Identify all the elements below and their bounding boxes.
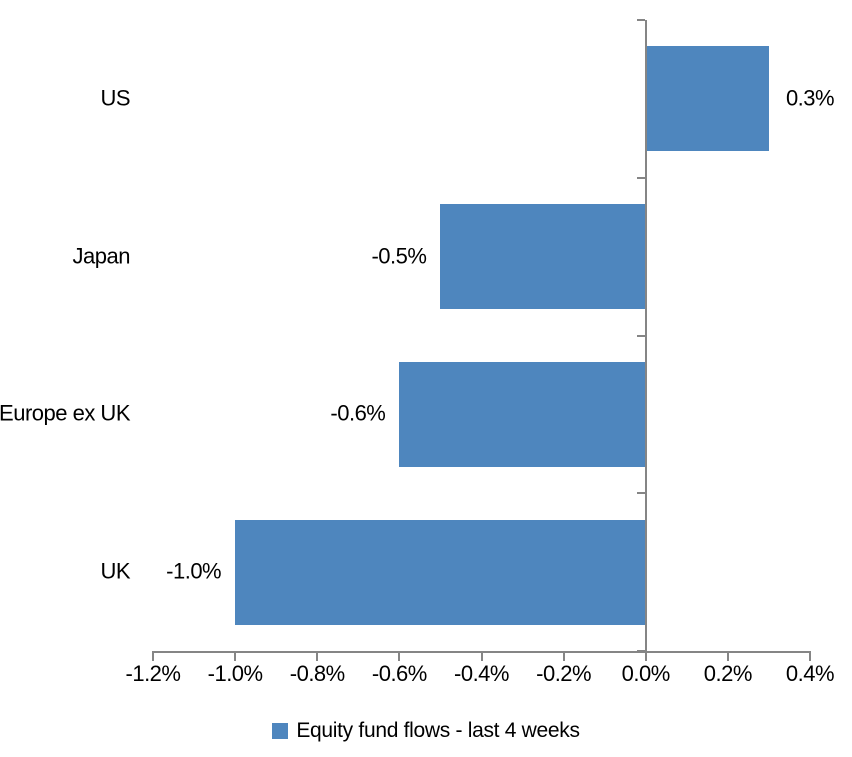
x-tick-label: -0.6% <box>371 661 427 686</box>
x-axis-tick <box>152 653 154 661</box>
bar-uk <box>235 519 646 625</box>
category-axis-tick <box>636 334 645 337</box>
x-axis-tick <box>480 653 483 661</box>
bar-us <box>645 46 769 152</box>
x-axis-tick <box>726 653 729 661</box>
x-tick-label: -1.2% <box>125 661 181 686</box>
x-tick-label: -0.2% <box>536 661 592 686</box>
x-axis-tick <box>644 653 647 661</box>
x-tick-label: 0.4% <box>785 661 835 686</box>
x-axis-tick <box>398 653 401 661</box>
value-label-us: 0.3% <box>785 85 835 111</box>
x-tick-label: 0.0% <box>621 661 671 686</box>
legend-swatch-icon <box>272 723 289 739</box>
category-label-uk: UK <box>100 558 130 584</box>
x-axis-line <box>152 651 811 653</box>
category-label-japan: Japan <box>72 243 131 269</box>
category-label-us: US <box>100 85 130 111</box>
x-tick-label: -0.4% <box>454 661 509 686</box>
bar-europe-ex-uk <box>399 361 646 467</box>
x-axis-tick <box>562 653 565 661</box>
x-axis-tick <box>809 653 811 661</box>
x-tick-label: 0.2% <box>703 661 753 686</box>
x-axis-tick <box>316 653 319 661</box>
legend-label: Equity fund flows - last 4 weeks <box>296 719 580 742</box>
category-axis-tick <box>636 492 645 495</box>
category-axis-tick <box>636 176 645 179</box>
category-label-europe-ex-uk: Europe ex UK <box>0 400 130 426</box>
category-axis-line <box>644 20 647 653</box>
category-axis-tick <box>636 19 645 21</box>
x-axis-tick <box>234 653 237 661</box>
value-label-japan: -0.5% <box>371 243 427 269</box>
bar-japan <box>440 204 646 310</box>
x-tick-label: -1.0% <box>207 661 263 686</box>
legend: Equity fund flows - last 4 weeks <box>0 718 852 744</box>
value-label-uk: -1.0% <box>166 558 222 584</box>
value-label-europe-ex-uk: -0.6% <box>330 400 386 426</box>
x-tick-label: -0.8% <box>289 661 345 686</box>
